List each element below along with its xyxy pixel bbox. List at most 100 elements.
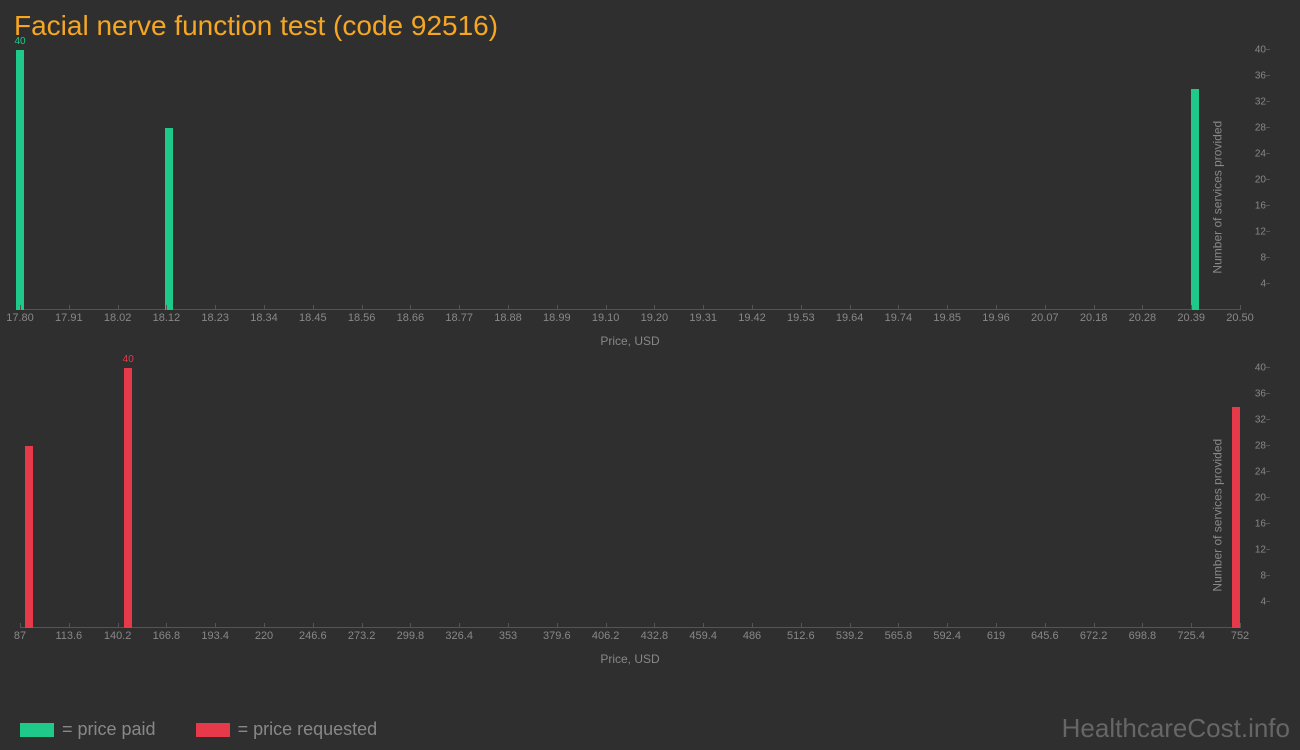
x-tick-mark xyxy=(1094,623,1095,628)
y-tick-label: 16 xyxy=(1255,201,1266,212)
x-axis-line xyxy=(20,627,1240,628)
chart-requested: 40 87113.6140.2166.8193.4220246.6273.229… xyxy=(20,368,1240,668)
y-tick-mark xyxy=(1266,393,1270,394)
chart-requested-ylabel: Number of services provided xyxy=(1211,439,1225,592)
x-tick-label: 166.8 xyxy=(153,630,181,642)
y-tick-mark xyxy=(1266,419,1270,420)
x-tick-label: 353 xyxy=(499,630,517,642)
bar-value-label: 40 xyxy=(14,36,25,50)
x-tick-mark xyxy=(606,623,607,628)
x-tick-label: 19.10 xyxy=(592,312,620,324)
x-tick-mark xyxy=(898,623,899,628)
x-tick-label: 18.12 xyxy=(153,312,181,324)
y-tick-label: 32 xyxy=(1255,415,1266,426)
x-tick-mark xyxy=(850,623,851,628)
x-tick-mark xyxy=(459,305,460,310)
x-tick-mark xyxy=(1191,623,1192,628)
x-tick-mark xyxy=(20,623,21,628)
watermark: HealthcareCost.info xyxy=(1062,713,1290,744)
x-tick-label: 19.64 xyxy=(836,312,864,324)
x-tick-label: 379.6 xyxy=(543,630,571,642)
y-tick-mark xyxy=(1266,575,1270,576)
x-tick-mark xyxy=(752,623,753,628)
x-tick-label: 20.50 xyxy=(1226,312,1254,324)
x-tick-label: 592.4 xyxy=(933,630,961,642)
x-tick-label: 19.20 xyxy=(641,312,669,324)
x-tick-label: 486 xyxy=(743,630,761,642)
x-tick-mark xyxy=(1191,305,1192,310)
x-tick-mark xyxy=(801,623,802,628)
x-tick-label: 246.6 xyxy=(299,630,327,642)
x-tick-label: 18.02 xyxy=(104,312,132,324)
x-tick-label: 725.4 xyxy=(1177,630,1205,642)
chart-paid-plot: 40 xyxy=(20,50,1240,310)
y-tick-mark xyxy=(1266,523,1270,524)
chart-title: Facial nerve function test (code 92516) xyxy=(0,0,1300,42)
y-tick-mark xyxy=(1266,179,1270,180)
x-tick-label: 512.6 xyxy=(787,630,815,642)
x-tick-mark xyxy=(557,305,558,310)
x-tick-label: 20.07 xyxy=(1031,312,1059,324)
x-tick-mark xyxy=(801,305,802,310)
x-tick-mark xyxy=(410,623,411,628)
x-tick-label: 18.34 xyxy=(250,312,278,324)
y-tick-mark xyxy=(1266,549,1270,550)
x-tick-label: 459.4 xyxy=(689,630,717,642)
x-tick-mark xyxy=(996,305,997,310)
y-tick-mark xyxy=(1266,471,1270,472)
x-tick-label: 193.4 xyxy=(201,630,229,642)
x-tick-label: 113.6 xyxy=(55,630,82,642)
x-tick-label: 698.8 xyxy=(1129,630,1157,642)
x-tick-label: 539.2 xyxy=(836,630,864,642)
x-tick-label: 18.23 xyxy=(201,312,229,324)
y-tick-mark xyxy=(1266,101,1270,102)
y-tick-label: 20 xyxy=(1255,175,1266,186)
y-tick-mark xyxy=(1266,153,1270,154)
x-tick-label: 17.80 xyxy=(6,312,34,324)
x-tick-mark xyxy=(898,305,899,310)
legend-item-requested: = price requested xyxy=(196,719,378,740)
x-tick-label: 19.74 xyxy=(885,312,913,324)
x-tick-label: 326.4 xyxy=(445,630,473,642)
y-tick-label: 4 xyxy=(1260,597,1266,608)
y-tick-label: 36 xyxy=(1255,389,1266,400)
x-tick-mark xyxy=(606,305,607,310)
x-tick-label: 273.2 xyxy=(348,630,376,642)
y-tick-label: 16 xyxy=(1255,519,1266,530)
x-tick-mark xyxy=(703,305,704,310)
x-tick-label: 20.18 xyxy=(1080,312,1108,324)
x-tick-mark xyxy=(264,305,265,310)
chart-paid: 40 17.8017.9118.0218.1218.2318.3418.4518… xyxy=(20,50,1240,350)
y-tick-label: 8 xyxy=(1260,571,1266,582)
bar xyxy=(1232,407,1240,628)
chart-requested-plot: 40 xyxy=(20,368,1240,628)
legend: = price paid = price requested xyxy=(20,719,377,740)
y-tick-label: 28 xyxy=(1255,123,1266,134)
x-tick-label: 18.45 xyxy=(299,312,327,324)
x-tick-label: 432.8 xyxy=(641,630,669,642)
x-tick-mark xyxy=(1045,623,1046,628)
bar xyxy=(25,446,33,628)
y-tick-mark xyxy=(1266,367,1270,368)
x-tick-label: 18.99 xyxy=(543,312,571,324)
x-tick-mark xyxy=(508,623,509,628)
x-tick-mark xyxy=(362,623,363,628)
y-tick-mark xyxy=(1266,497,1270,498)
x-tick-mark xyxy=(410,305,411,310)
legend-label-paid: = price paid xyxy=(62,719,156,740)
x-tick-label: 19.53 xyxy=(787,312,815,324)
x-tick-mark xyxy=(752,305,753,310)
chart-paid-xlabel: Price, USD xyxy=(20,334,1240,348)
chart-paid-ylabel: Number of services provided xyxy=(1211,121,1225,274)
y-tick-mark xyxy=(1266,75,1270,76)
x-tick-label: 672.2 xyxy=(1080,630,1108,642)
x-tick-mark xyxy=(557,623,558,628)
x-tick-mark xyxy=(996,623,997,628)
x-tick-mark xyxy=(264,623,265,628)
x-tick-label: 19.31 xyxy=(689,312,717,324)
y-tick-label: 20 xyxy=(1255,493,1266,504)
x-tick-mark xyxy=(947,623,948,628)
x-tick-mark xyxy=(1142,623,1143,628)
bar xyxy=(1191,89,1199,310)
x-tick-mark xyxy=(1240,305,1241,310)
